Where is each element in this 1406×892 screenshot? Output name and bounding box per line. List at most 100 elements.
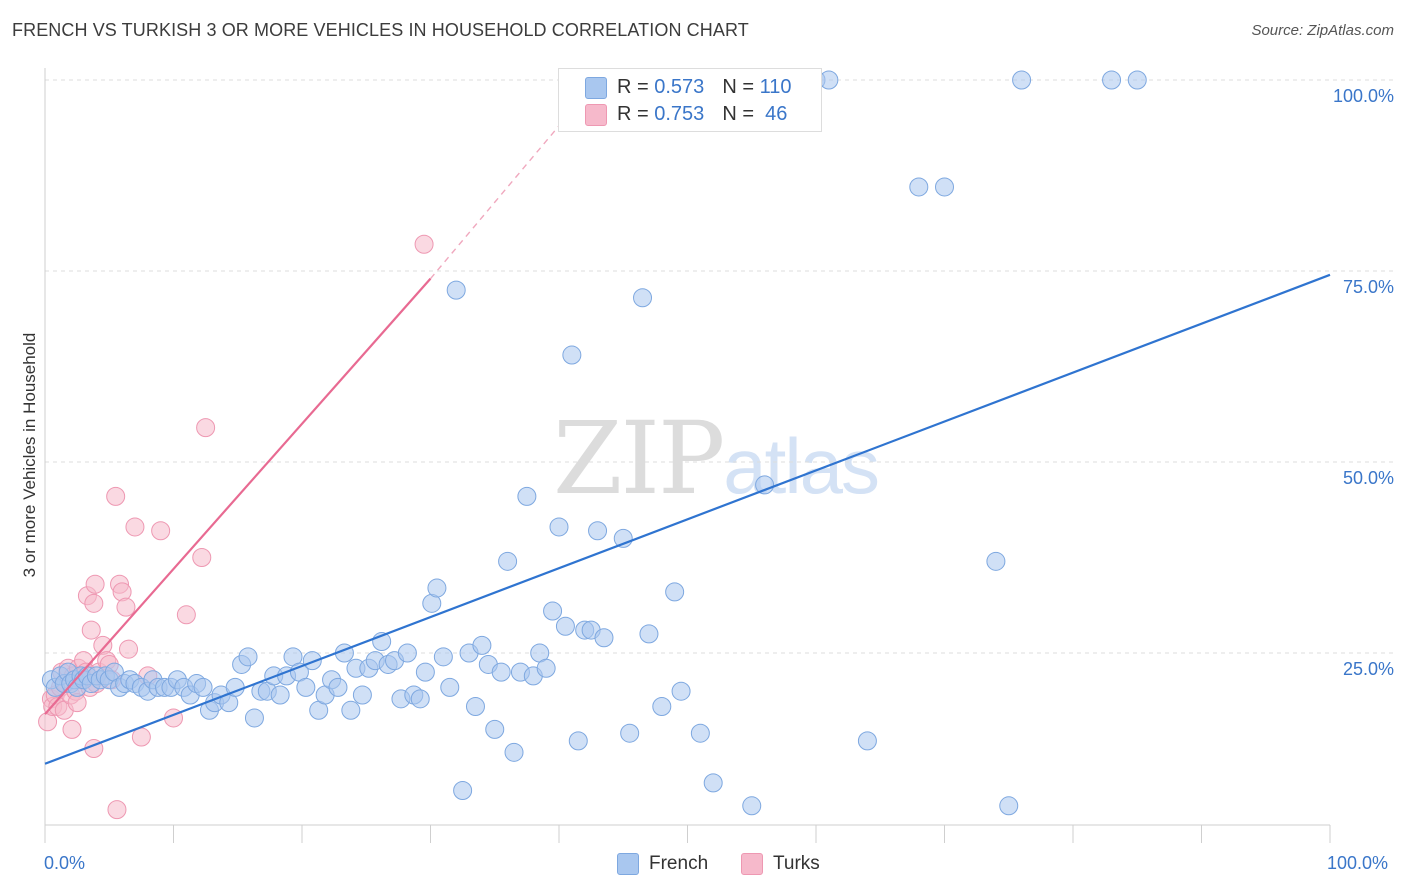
legend-french-n-label: N = bbox=[722, 75, 754, 98]
french-point bbox=[517, 486, 537, 506]
turks-point bbox=[131, 727, 151, 747]
french-point bbox=[485, 719, 505, 739]
turks-point bbox=[116, 597, 136, 617]
y-tick-label: 25.0% bbox=[1342, 659, 1394, 679]
legend-french-swatch bbox=[585, 77, 607, 99]
french-point bbox=[238, 647, 258, 667]
turks-point bbox=[125, 517, 145, 537]
french-point bbox=[1102, 70, 1122, 90]
turks-point bbox=[85, 574, 105, 594]
french-point bbox=[472, 635, 492, 655]
french-point bbox=[1012, 70, 1032, 90]
turks-trend-line bbox=[44, 277, 432, 715]
legend-french-n: 110 bbox=[759, 75, 792, 98]
french-point bbox=[909, 177, 929, 197]
turks-point bbox=[81, 620, 101, 640]
turks-point bbox=[176, 605, 196, 625]
french-point bbox=[742, 796, 762, 816]
french-point bbox=[935, 177, 954, 197]
y-tick-label: 50.0% bbox=[1342, 468, 1394, 488]
legend-turks-n: 46 bbox=[765, 102, 788, 125]
watermark: ZIPatlas bbox=[553, 400, 880, 517]
french-point bbox=[244, 708, 264, 728]
french-point bbox=[341, 700, 361, 720]
bottom-legend-french: French bbox=[617, 852, 708, 876]
french-point bbox=[639, 624, 659, 644]
y-axis-title: 3 or more Vehicles in Household bbox=[20, 332, 39, 578]
y-tick-label: 75.0% bbox=[1342, 277, 1394, 297]
turks-point bbox=[192, 548, 212, 567]
legend-turks-row: R = 0.753 N = 46 bbox=[617, 101, 787, 127]
bottom-legend-french-label: French bbox=[649, 853, 709, 874]
turks-point bbox=[107, 800, 127, 820]
french-point bbox=[397, 643, 417, 663]
french-point bbox=[633, 288, 653, 308]
french-point bbox=[819, 70, 839, 90]
x-min-label: 0.0% bbox=[44, 853, 86, 873]
french-point bbox=[270, 685, 290, 705]
legend-turks-swatch bbox=[585, 104, 607, 126]
french-point bbox=[446, 280, 466, 300]
legend-french-row: R = 0.573 N = 110 bbox=[617, 74, 791, 100]
french-point bbox=[491, 662, 511, 682]
french-point bbox=[594, 628, 614, 648]
french-point bbox=[504, 742, 524, 762]
bottom-legend-turks-swatch bbox=[741, 853, 763, 875]
french-point bbox=[665, 582, 685, 602]
french-point bbox=[465, 696, 485, 716]
turks-point bbox=[62, 719, 82, 739]
french-point bbox=[415, 662, 435, 682]
french-point bbox=[498, 551, 518, 571]
french-series bbox=[41, 70, 1147, 816]
correlation-legend: R = 0.573 N = 110 R = 0.753 N = 46 bbox=[558, 68, 822, 132]
french-point bbox=[999, 796, 1019, 816]
french-point bbox=[328, 677, 348, 697]
french-point bbox=[296, 677, 316, 697]
french-point bbox=[302, 651, 322, 671]
turks-point bbox=[84, 593, 104, 613]
french-point bbox=[568, 731, 588, 751]
french-point bbox=[986, 551, 1006, 571]
legend-french-r: 0.573 bbox=[654, 75, 705, 98]
source-credit: Source: ZipAtlas.com bbox=[1251, 22, 1394, 39]
french-point bbox=[652, 696, 672, 716]
french-point bbox=[410, 689, 430, 709]
turks-point bbox=[151, 521, 171, 541]
french-point bbox=[690, 723, 710, 743]
french-point bbox=[857, 731, 877, 751]
french-point bbox=[352, 685, 372, 705]
x-max-label: 100.0% bbox=[1327, 853, 1389, 873]
axes bbox=[44, 68, 1331, 843]
french-point bbox=[562, 345, 582, 365]
turks-point bbox=[106, 486, 126, 506]
french-point bbox=[588, 521, 608, 541]
french-point bbox=[555, 616, 575, 636]
french-point bbox=[543, 601, 563, 621]
french-point bbox=[433, 647, 453, 667]
turks-point bbox=[414, 234, 434, 254]
chart-title: FRENCH VS TURKISH 3 OR MORE VEHICLES IN … bbox=[12, 20, 749, 40]
turks-point bbox=[119, 639, 139, 659]
legend-turks-r-label: R = bbox=[617, 102, 649, 125]
french-point bbox=[703, 773, 723, 793]
legend-french-r-label: R = bbox=[617, 75, 649, 98]
legend-turks-r: 0.753 bbox=[654, 102, 705, 125]
french-point bbox=[620, 723, 640, 743]
french-point bbox=[536, 658, 556, 678]
bottom-legend-turks: Turks bbox=[741, 852, 820, 876]
turks-point bbox=[196, 418, 216, 438]
french-point bbox=[549, 517, 569, 537]
french-point bbox=[440, 677, 460, 697]
french-point bbox=[193, 677, 213, 697]
y-tick-label: 100.0% bbox=[1332, 86, 1394, 106]
watermark-zip: ZIP bbox=[553, 400, 725, 517]
french-point bbox=[453, 781, 473, 801]
french-trend-line bbox=[44, 273, 1331, 765]
french-point bbox=[1127, 70, 1147, 90]
bottom-legend-turks-label: Turks bbox=[773, 853, 820, 874]
bottom-legend-french-swatch bbox=[617, 853, 639, 875]
turks-series bbox=[38, 234, 434, 820]
french-point bbox=[427, 578, 447, 598]
grid-lines bbox=[45, 79, 1395, 654]
